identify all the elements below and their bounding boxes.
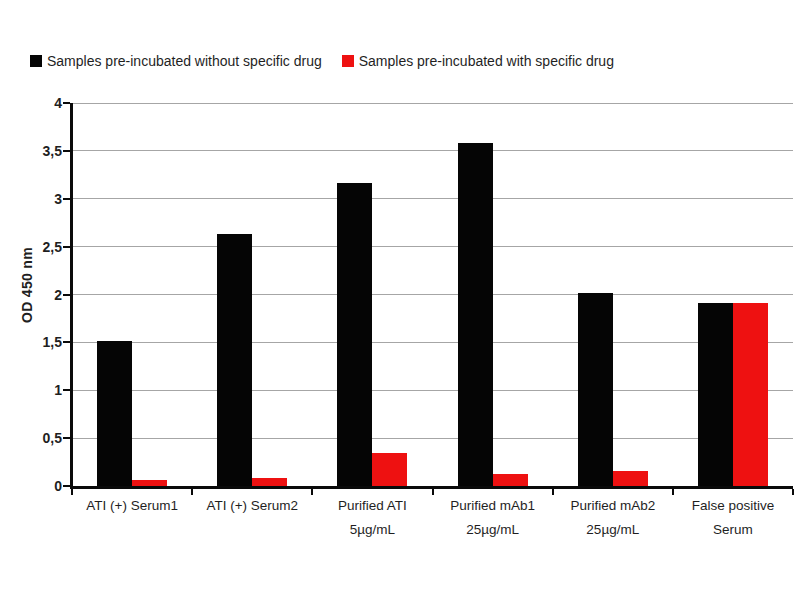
- chart-legend: Samples pre-incubated without specific d…: [30, 53, 614, 69]
- legend-swatch: [30, 55, 42, 67]
- x-category-label: Purified ATI 5µg/mL: [312, 494, 432, 542]
- x-category-label: Purified mAb1 25µg/mL: [433, 494, 553, 542]
- y-axis-tick-label: 2,5: [43, 239, 62, 255]
- gridline: [72, 198, 793, 199]
- y-axis-tick-mark: [63, 437, 70, 439]
- y-axis-tick-label: 3: [54, 191, 62, 207]
- y-axis-tick-label: 2: [54, 287, 62, 303]
- legend-item: Samples pre-incubated with specific drug: [342, 53, 614, 69]
- y-axis-tick-label: 1: [54, 382, 62, 398]
- gridline: [72, 103, 793, 104]
- bar: [613, 471, 648, 486]
- bar-chart-figure: Samples pre-incubated without specific d…: [0, 0, 800, 600]
- legend-swatch: [342, 55, 354, 67]
- bar: [252, 478, 287, 486]
- bar: [132, 480, 167, 486]
- gridline: [72, 438, 793, 439]
- y-axis-tick-label: 1,5: [43, 334, 62, 350]
- plot-area: [72, 103, 793, 486]
- y-axis-tick-mark: [63, 485, 70, 487]
- legend-label: Samples pre-incubated without specific d…: [47, 53, 322, 69]
- x-category-label: Purified mAb2 25µg/mL: [553, 494, 673, 542]
- y-axis-tick-label: 3,5: [43, 143, 62, 159]
- y-axis-tick-label: 0: [54, 478, 62, 494]
- y-axis-line: [70, 103, 73, 489]
- gridline: [72, 342, 793, 343]
- x-category-label: False positive Serum: [673, 494, 793, 542]
- bar: [493, 474, 528, 486]
- gridline: [72, 294, 793, 295]
- y-axis-tick-label: 4: [54, 95, 62, 111]
- bar: [458, 143, 493, 486]
- x-category-label: ATI (+) Serum2: [192, 494, 312, 542]
- y-axis-tick-label: 0,5: [43, 430, 62, 446]
- bar: [337, 183, 372, 486]
- y-axis-tick-mark: [63, 102, 70, 104]
- bar: [217, 234, 252, 486]
- y-axis-tick-mark: [63, 389, 70, 391]
- y-axis-tick-mark: [63, 294, 70, 296]
- y-axis-tick-mark: [63, 341, 70, 343]
- bar: [372, 453, 407, 487]
- gridline: [72, 246, 793, 247]
- x-category-label: ATI (+) Serum1: [72, 494, 192, 542]
- bar: [698, 303, 733, 486]
- gridline: [72, 390, 793, 391]
- bar: [733, 303, 768, 486]
- y-axis-tick-mark: [63, 246, 70, 248]
- y-axis-tick-mark: [63, 150, 70, 152]
- gridline: [72, 150, 793, 151]
- bar: [578, 293, 613, 486]
- x-axis-category-labels: ATI (+) Serum1ATI (+) Serum2Purified ATI…: [72, 494, 793, 542]
- bar: [97, 341, 132, 486]
- legend-label: Samples pre-incubated with specific drug: [359, 53, 614, 69]
- legend-item: Samples pre-incubated without specific d…: [30, 53, 322, 69]
- y-axis-tick-mark: [63, 198, 70, 200]
- y-axis-tick-labels: 00,511,522,533,54: [0, 103, 62, 486]
